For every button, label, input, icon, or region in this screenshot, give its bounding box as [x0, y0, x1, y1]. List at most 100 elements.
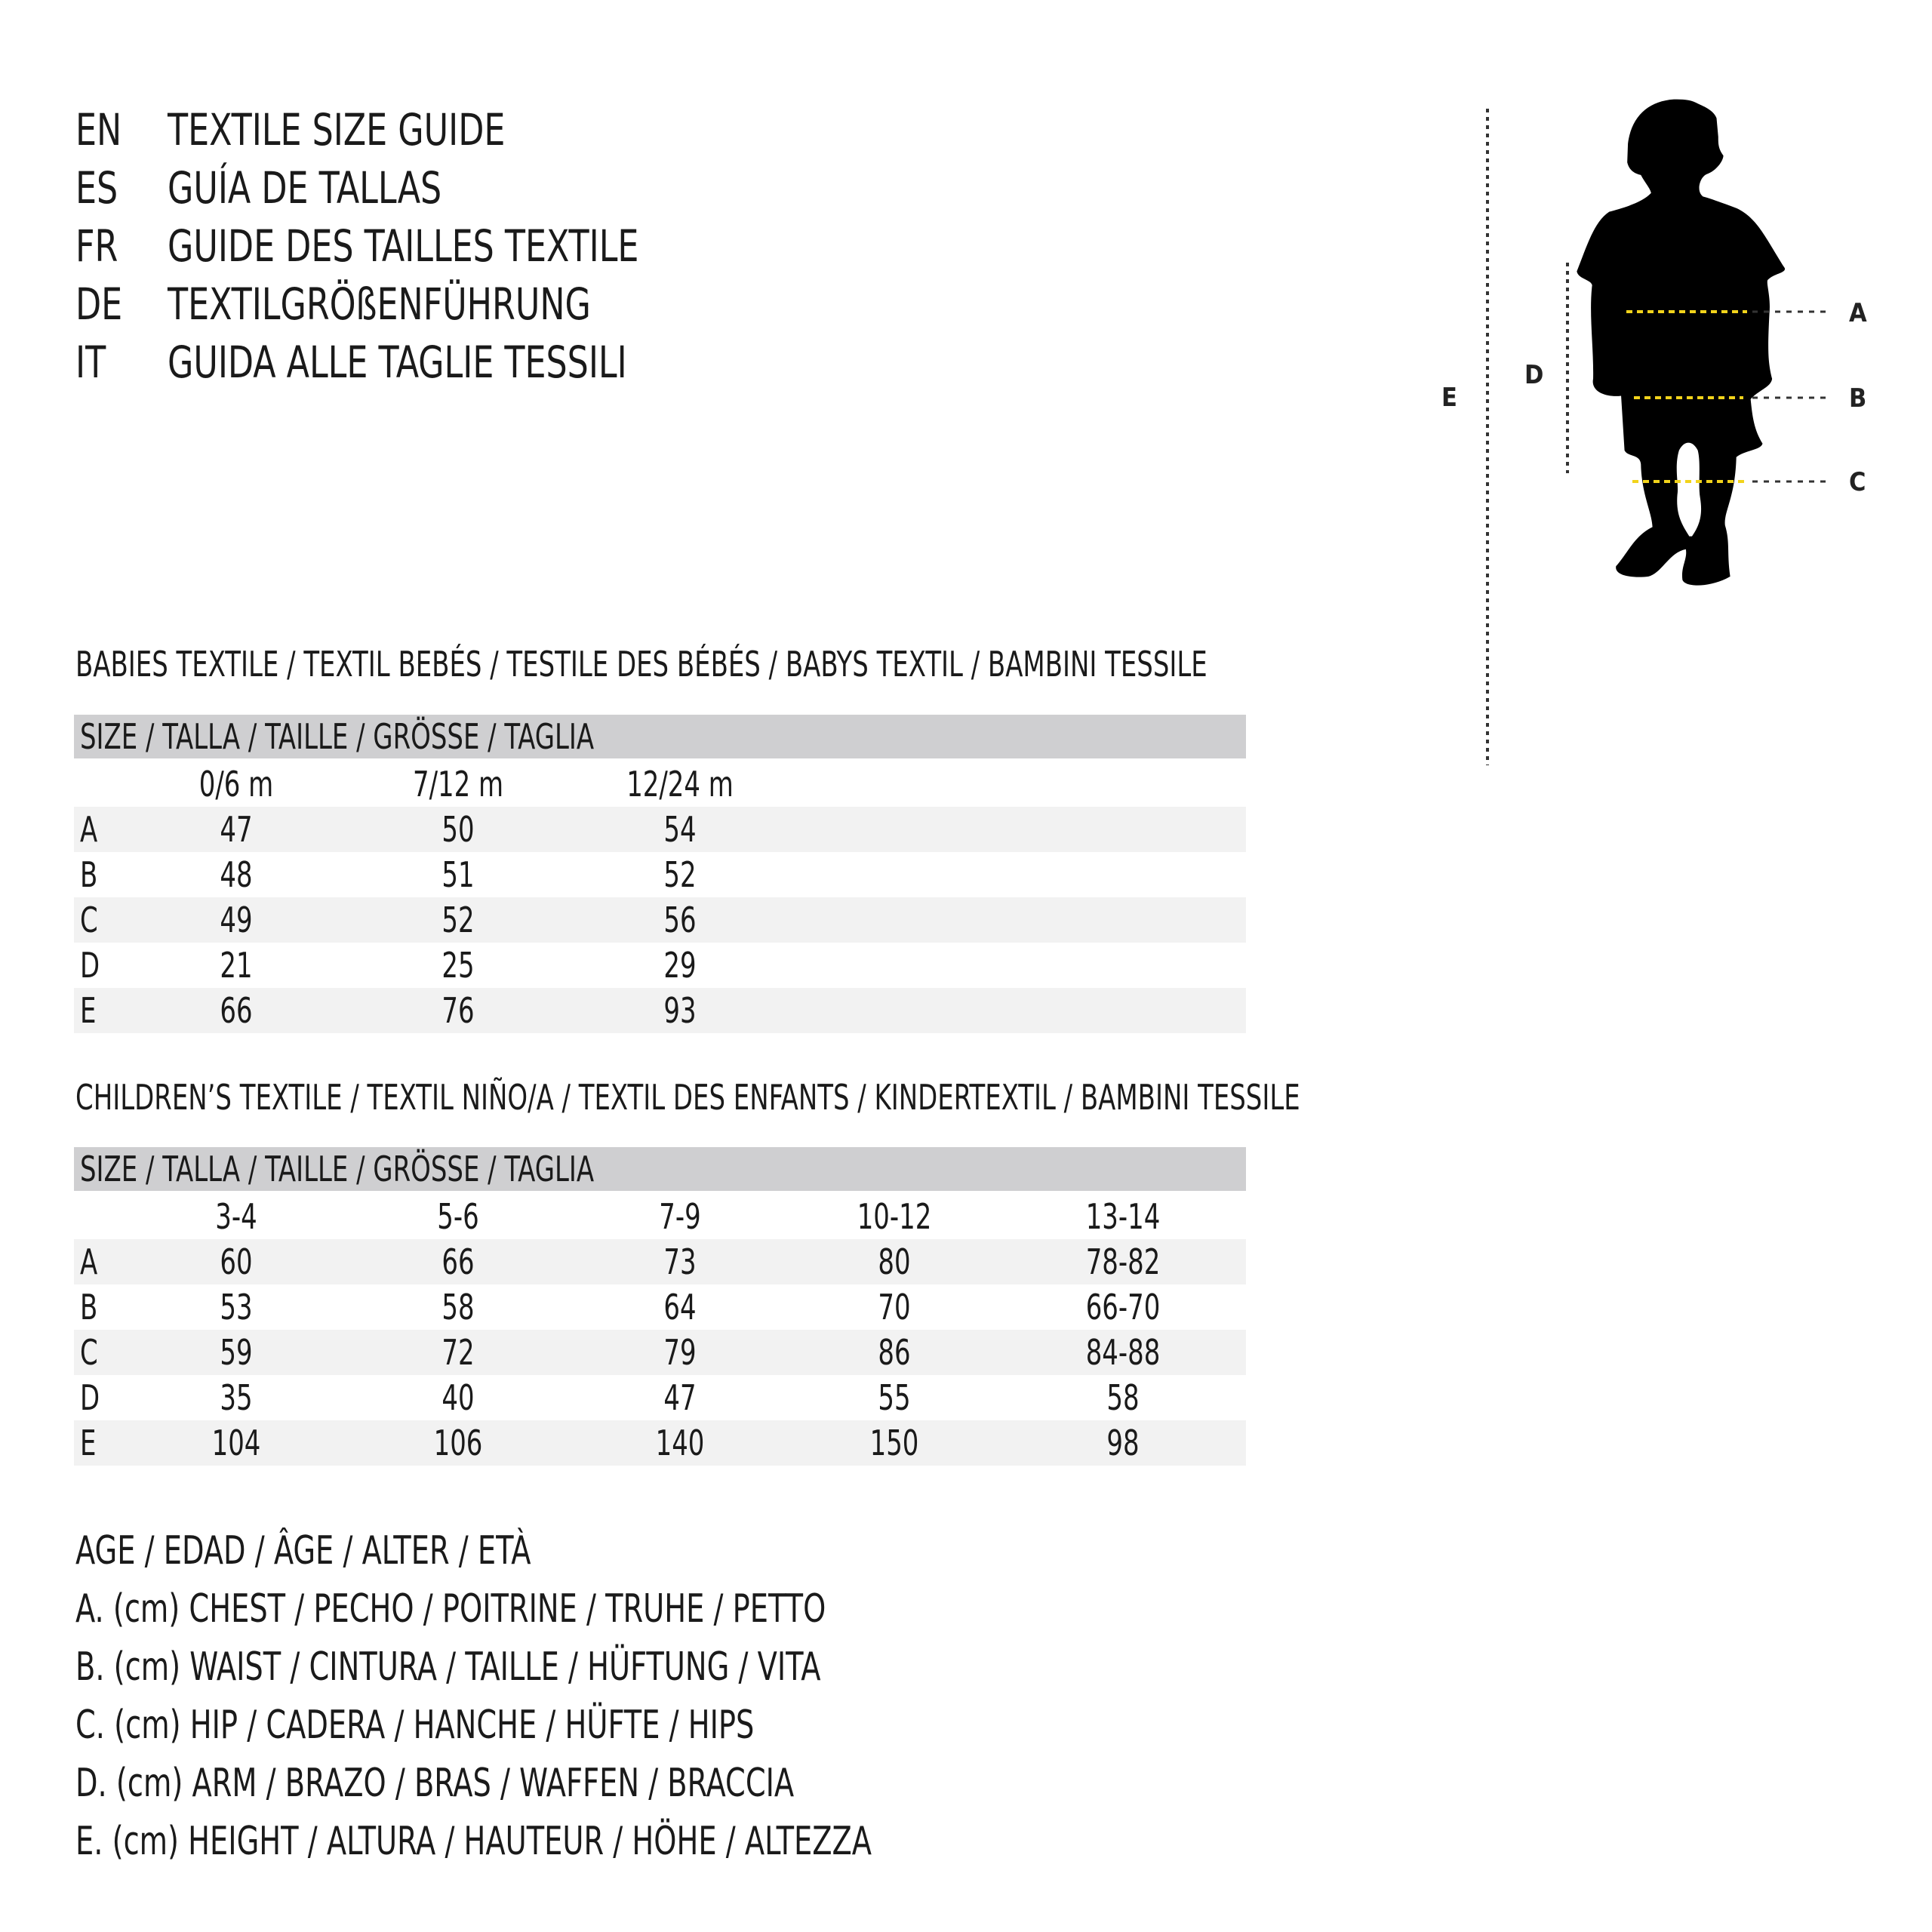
- table-cell: 56: [663, 900, 697, 940]
- table-cell: 35: [220, 1377, 253, 1418]
- legend-line: AGE / EDAD / ÂGE / ALTER / ETÀ: [75, 1528, 531, 1574]
- table-cell: 70: [878, 1287, 911, 1327]
- column-header: 12/24 m: [626, 764, 734, 804]
- row-label: D: [80, 1377, 100, 1418]
- table-row: E 66 76 93: [74, 988, 1246, 1033]
- table-cell: 72: [441, 1332, 475, 1373]
- table-cell: 48: [220, 854, 253, 895]
- legend-line: E. (cm) HEIGHT / ALTURA / HAUTEUR / HÖHE…: [75, 1819, 872, 1864]
- table-cell: 93: [663, 990, 697, 1031]
- column-header: 5-6: [437, 1196, 479, 1237]
- legend-line: C. (cm) HIP / CADERA / HANCHE / HÜFTE / …: [75, 1703, 755, 1748]
- title-language-code: DE: [75, 278, 123, 330]
- table-cell: 79: [663, 1332, 697, 1373]
- table-cell: 64: [663, 1287, 697, 1327]
- table-row: D 21 25 29: [74, 943, 1246, 988]
- column-header-row: 0/6 m 7/12 m 12/24 m: [74, 761, 1246, 807]
- table-row: A 47 50 54: [74, 807, 1246, 852]
- title-text: GUÍA DE TALLAS: [168, 162, 442, 214]
- table-cell: 54: [663, 809, 697, 850]
- table-cell: 86: [878, 1332, 911, 1373]
- title-text: GUIDE DES TAILLES TEXTILE: [168, 220, 639, 272]
- legend-line: A. (cm) CHEST / PECHO / POITRINE / TRUHE…: [75, 1586, 826, 1632]
- column-header: 13-14: [1085, 1196, 1161, 1237]
- table-cell: 47: [220, 809, 253, 850]
- label-a: A: [1849, 298, 1867, 328]
- table-cell: 59: [220, 1332, 253, 1373]
- title-language-code: EN: [75, 104, 122, 155]
- table-row: D 35 40 47 55 58: [74, 1375, 1246, 1420]
- table-cell: 58: [1106, 1377, 1140, 1418]
- table-cell: 49: [220, 900, 253, 940]
- table-cell: 52: [663, 854, 697, 895]
- children-heading: CHILDREN’S TEXTILE / TEXTIL NIÑO/A / TEX…: [75, 1077, 1569, 1118]
- table-cell: 98: [1106, 1423, 1140, 1463]
- babies-heading: BABIES TEXTILE / TEXTIL BEBÉS / TESTILE …: [75, 644, 1456, 685]
- table-cell: 25: [441, 945, 475, 986]
- table-cell: 66-70: [1085, 1287, 1161, 1327]
- row-label: B: [80, 854, 98, 895]
- size-header-text: SIZE / TALLA / TAILLE / GRÖSSE / TAGLIA: [80, 1149, 595, 1189]
- column-header: 7/12 m: [412, 764, 504, 804]
- title-text: TEXTILGRÖßENFÜHRUNG: [168, 278, 591, 330]
- table-cell: 55: [878, 1377, 911, 1418]
- row-label: A: [80, 1241, 98, 1282]
- row-label: E: [80, 1423, 97, 1463]
- child-silhouette-icon: [1577, 99, 1786, 586]
- table-cell: 66: [220, 990, 253, 1031]
- table-cell: 66: [441, 1241, 475, 1282]
- babies-heading-text: BABIES TEXTILE / TEXTIL BEBÉS / TESTILE …: [75, 644, 1208, 685]
- row-label: B: [80, 1287, 98, 1327]
- title-language-code: IT: [75, 337, 106, 388]
- table-cell: 29: [663, 945, 697, 986]
- table-cell: 140: [655, 1423, 705, 1463]
- legend-line: B. (cm) WAIST / CINTURA / TAILLE / HÜFTU…: [75, 1644, 821, 1690]
- table-cell: 76: [441, 990, 475, 1031]
- table-cell: 150: [869, 1423, 919, 1463]
- column-header: 10-12: [857, 1196, 932, 1237]
- table-row: B 53 58 64 70 66-70: [74, 1284, 1246, 1330]
- size-header-text: SIZE / TALLA / TAILLE / GRÖSSE / TAGLIA: [80, 716, 595, 757]
- title-text: TEXTILE SIZE GUIDE: [168, 104, 506, 155]
- table-cell: 51: [441, 854, 475, 895]
- row-label: C: [80, 900, 98, 940]
- table-cell: 60: [220, 1241, 253, 1282]
- label-e: E: [1441, 383, 1457, 413]
- children-heading-text: CHILDREN’S TEXTILE / TEXTIL NIÑO/A / TEX…: [75, 1077, 1300, 1118]
- table-cell: 53: [220, 1287, 253, 1327]
- table-cell: 58: [441, 1287, 475, 1327]
- table-cell: 40: [441, 1377, 475, 1418]
- table-cell: 84-88: [1085, 1332, 1161, 1373]
- table-cell: 73: [663, 1241, 697, 1282]
- column-header: 3-4: [215, 1196, 257, 1237]
- column-header: 7-9: [659, 1196, 701, 1237]
- table-cell: 52: [441, 900, 475, 940]
- table-row: B 48 51 52: [74, 852, 1246, 897]
- table-cell: 78-82: [1085, 1241, 1161, 1282]
- table-cell: 106: [433, 1423, 483, 1463]
- label-b: B: [1849, 383, 1866, 414]
- row-label: E: [80, 990, 97, 1031]
- legend-line: D. (cm) ARM / BRAZO / BRAS / WAFFEN / BR…: [75, 1761, 795, 1806]
- table-row: C 59 72 79 86 84-88: [74, 1330, 1246, 1375]
- label-c: C: [1849, 467, 1866, 497]
- row-label: A: [80, 809, 98, 850]
- leg-gap: [1676, 442, 1702, 537]
- size-header-bar: SIZE / TALLA / TAILLE / GRÖSSE / TAGLIA: [74, 715, 1246, 758]
- table-cell: 47: [663, 1377, 697, 1418]
- table-cell: 104: [211, 1423, 261, 1463]
- label-d: D: [1524, 360, 1543, 390]
- table-cell: 50: [441, 809, 475, 850]
- title-text: GUIDA ALLE TAGLIE TESSILI: [168, 337, 627, 388]
- column-header: 0/6 m: [198, 764, 274, 804]
- size-header-bar: SIZE / TALLA / TAILLE / GRÖSSE / TAGLIA: [74, 1147, 1246, 1191]
- table-cell: 21: [220, 945, 253, 986]
- table-cell: 80: [878, 1241, 911, 1282]
- table-row: E 104 106 140 150 98: [74, 1420, 1246, 1466]
- column-header-row: 3-4 5-6 7-9 10-12 13-14: [74, 1194, 1246, 1239]
- table-row: C 49 52 56: [74, 897, 1246, 943]
- title-language-code: FR: [75, 220, 118, 272]
- row-label: C: [80, 1332, 98, 1373]
- row-label: D: [80, 945, 100, 986]
